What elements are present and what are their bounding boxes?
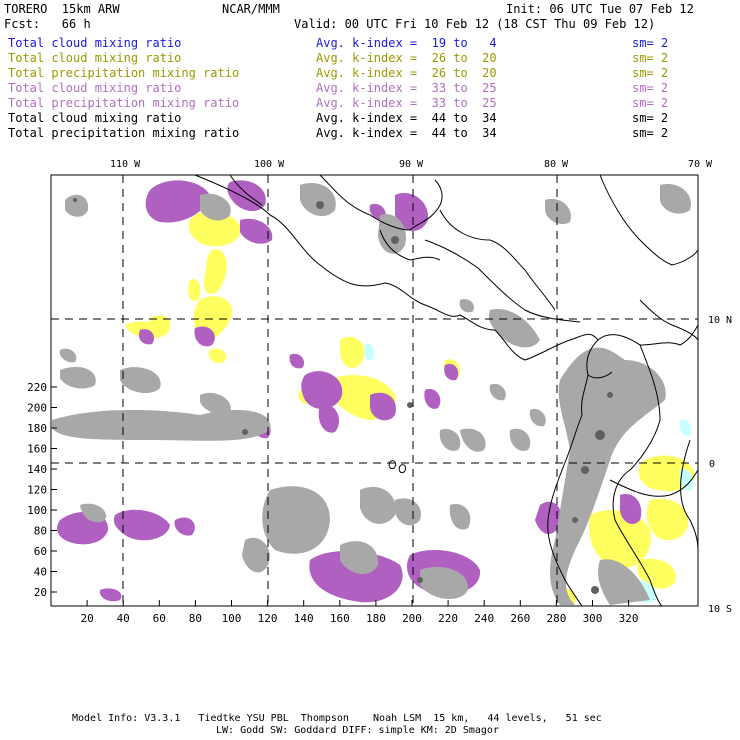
x-tick-label: 120 <box>258 612 278 625</box>
x-tick-label: 80 <box>189 612 202 625</box>
legend-sm: sm= 2 <box>632 111 669 125</box>
y-tick-label: 20 <box>34 586 47 599</box>
legend-field: Total precipitation mixing ratio <box>8 66 240 80</box>
legend-field: Total precipitation mixing ratio <box>8 96 240 110</box>
y-tick-label: 180 <box>27 422 47 435</box>
legend-kindex: Avg. k-index = 26 to 20 <box>316 66 497 80</box>
legend-sm: sm= 2 <box>632 126 669 140</box>
legend-field: Total cloud mixing ratio <box>8 111 182 125</box>
x-tick-label: 20 <box>80 612 93 625</box>
forecast-hour: Fcst: 66 h <box>4 17 91 31</box>
legend-field: Total cloud mixing ratio <box>8 36 182 50</box>
lon-label: 70 W <box>688 159 713 170</box>
x-tick-label: 260 <box>510 612 530 625</box>
footer-model-info: Model Info: V3.3.1 Tiedtke YSU PBL Thomp… <box>72 713 602 724</box>
organization: NCAR/MMM <box>222 2 280 16</box>
lon-label: 80 W <box>544 159 569 170</box>
x-tick-label: 200 <box>402 612 422 625</box>
x-tick-label: 160 <box>330 612 350 625</box>
x-axis: 20 40 60 80 100 120 140 160 180 200 220 240 260 280 30… <box>80 600 639 625</box>
legend-kindex: Avg. k-index = 44 to 34 <box>316 111 497 125</box>
graticule <box>51 175 698 606</box>
model-title: TORERO 15km ARW <box>4 2 120 16</box>
legend-sm: sm= 2 <box>632 66 669 80</box>
legend-sm: sm= 2 <box>632 36 669 50</box>
gray-field <box>52 182 691 605</box>
x-tick-label: 320 <box>619 612 639 625</box>
lon-label: 110 W <box>110 159 141 170</box>
x-tick-label: 140 <box>294 612 314 625</box>
lat-label: 10 N <box>708 315 732 326</box>
y-axis: 20 40 60 80 100 120 140 160 180 200 220 <box>27 381 57 599</box>
legend-kindex: Avg. k-index = 33 to 25 <box>316 81 497 95</box>
legend-field: Total precipitation mixing ratio <box>8 126 240 140</box>
legend-kindex: Avg. k-index = 26 to 20 <box>316 51 497 65</box>
lon-label: 100 W <box>254 159 285 170</box>
y-tick-label: 160 <box>27 443 47 456</box>
legend-field: Total cloud mixing ratio <box>8 51 182 65</box>
y-tick-label: 220 <box>27 381 47 394</box>
x-tick-label: 100 <box>222 612 242 625</box>
y-tick-label: 80 <box>34 525 47 538</box>
y-tick-label: 40 <box>34 566 47 579</box>
weather-map: 110 W 100 W 90 W 80 W 70 W 10 N 0 10 S <box>27 159 732 625</box>
lat-label: 10 S <box>708 604 732 615</box>
legend-kindex: Avg. k-index = 19 to 4 <box>316 36 497 50</box>
x-tick-label: 220 <box>438 612 458 625</box>
x-tick-label: 280 <box>546 612 566 625</box>
x-tick-label: 240 <box>474 612 494 625</box>
footer-physics: LW: Godd SW: Goddard DIFF: simple KM: 2D… <box>216 725 499 736</box>
y-tick-label: 60 <box>34 545 47 558</box>
legend-kindex: Avg. k-index = 44 to 34 <box>316 126 497 140</box>
legend-sm: sm= 2 <box>632 81 669 95</box>
x-tick-label: 180 <box>366 612 386 625</box>
legend-field: Total cloud mixing ratio <box>8 81 182 95</box>
lon-label: 90 W <box>399 159 424 170</box>
map-frame <box>50 174 699 607</box>
x-tick-label: 40 <box>117 612 130 625</box>
y-tick-label: 200 <box>27 402 47 415</box>
y-tick-label: 140 <box>27 463 47 476</box>
coastline <box>194 174 699 607</box>
x-tick-label: 60 <box>153 612 166 625</box>
legend-kindex: Avg. k-index = 33 to 25 <box>316 96 497 110</box>
cloud-field <box>52 180 695 605</box>
lat-label: 0 <box>709 459 715 470</box>
legend-sm: sm= 2 <box>632 96 669 110</box>
legend-sm: sm= 2 <box>632 51 669 65</box>
x-tick-label: 300 <box>583 612 603 625</box>
y-tick-label: 100 <box>27 504 47 517</box>
valid-time: Valid: 00 UTC Fri 10 Feb 12 (18 CST Thu … <box>294 17 656 31</box>
dark-core <box>73 198 613 594</box>
y-tick-label: 120 <box>27 484 47 497</box>
init-time: Init: 06 UTC Tue 07 Feb 12 <box>506 2 694 16</box>
